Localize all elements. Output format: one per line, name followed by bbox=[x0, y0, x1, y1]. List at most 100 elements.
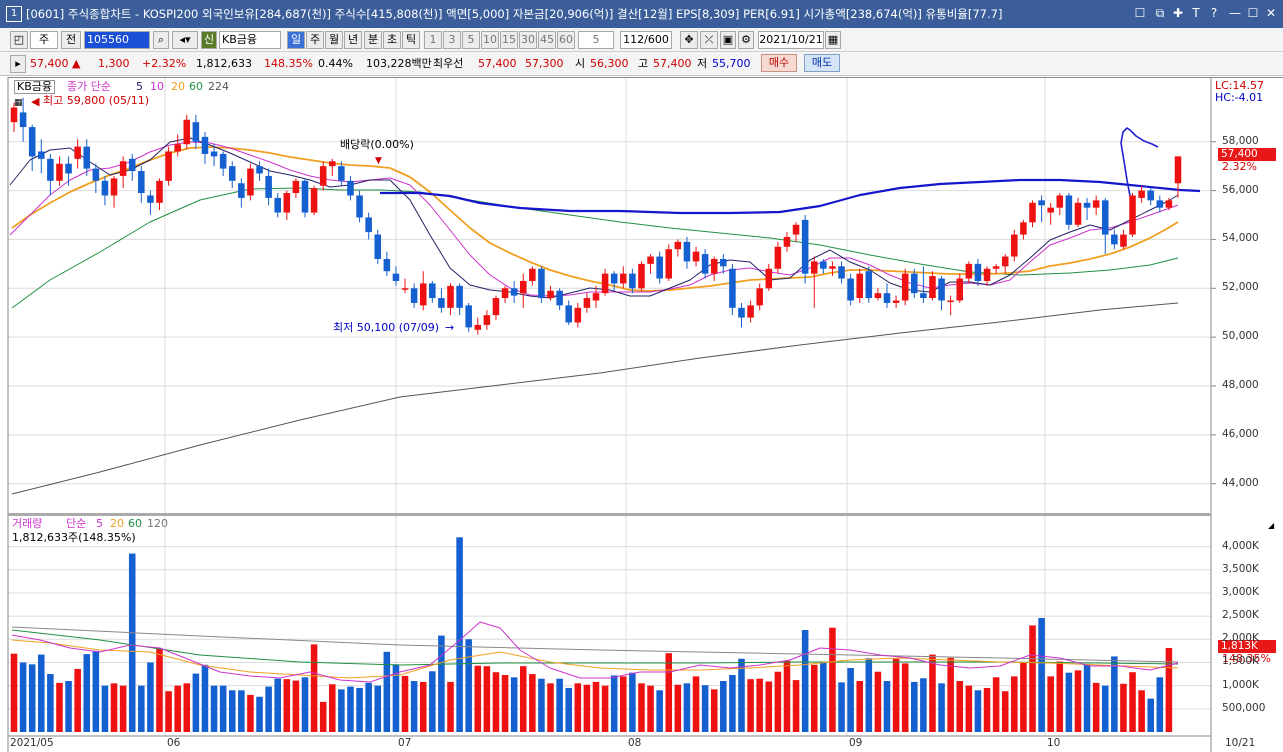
step-3[interactable]: 3 bbox=[443, 31, 461, 49]
candle-body bbox=[747, 305, 754, 318]
candle-body bbox=[538, 268, 545, 299]
step-5[interactable]: 5 bbox=[462, 31, 480, 49]
volume-bar bbox=[392, 664, 400, 732]
maximize-button[interactable]: ☐ bbox=[1247, 6, 1259, 20]
lc-label: LC:14.57 bbox=[1215, 79, 1265, 92]
speaker-icon[interactable]: ◂▾ bbox=[172, 31, 198, 49]
calendar-icon[interactable]: ▦ bbox=[825, 31, 841, 49]
candle-body bbox=[1129, 195, 1136, 235]
volume-bar bbox=[374, 685, 382, 732]
legend-ma60: 60 bbox=[189, 80, 203, 93]
help-icon[interactable]: ? bbox=[1210, 6, 1218, 20]
mahl-line bbox=[380, 178, 1201, 215]
vol-tag-pct: 148.35% bbox=[1222, 652, 1271, 665]
volume-bar bbox=[310, 644, 318, 732]
step-1[interactable]: 1 bbox=[424, 31, 442, 49]
candle-body bbox=[238, 183, 245, 198]
tab-minute[interactable]: 분 bbox=[364, 31, 382, 49]
candle-body bbox=[638, 263, 645, 289]
period-select[interactable]: 주 bbox=[30, 31, 58, 49]
volume-bar bbox=[1165, 647, 1173, 732]
volume-bar bbox=[110, 683, 118, 732]
price-tick-label: 52,000 bbox=[1222, 281, 1259, 294]
best-quote-label: 최우선 bbox=[433, 57, 464, 70]
vol-current: 1,812,633주(148.35%) bbox=[12, 531, 136, 544]
volume-bar bbox=[720, 681, 727, 732]
candle-body bbox=[820, 261, 827, 269]
tab-day[interactable]: 일 bbox=[287, 31, 305, 49]
step-60[interactable]: 60 bbox=[557, 31, 575, 49]
chart-canvas[interactable] bbox=[0, 77, 1283, 752]
font-icon[interactable]: T bbox=[1192, 6, 1200, 20]
tab-year[interactable]: 년 bbox=[344, 31, 362, 49]
prev-button[interactable]: 전 bbox=[61, 31, 81, 49]
candle-body bbox=[374, 234, 382, 259]
tab-month[interactable]: 월 bbox=[325, 31, 343, 49]
volume-bar bbox=[74, 668, 81, 732]
candle-body bbox=[756, 288, 763, 306]
volume-bar bbox=[83, 654, 91, 732]
price-tag-pct: 2.32% bbox=[1222, 160, 1257, 173]
candle-body bbox=[629, 273, 636, 289]
save-icon[interactable]: ▣ bbox=[720, 31, 736, 49]
pin-icon[interactable]: ✚ bbox=[1172, 6, 1184, 20]
candle-body bbox=[210, 151, 218, 157]
candle-body bbox=[101, 180, 109, 196]
tab-week[interactable]: 주 bbox=[306, 31, 324, 49]
candle-body bbox=[1001, 256, 1009, 267]
vol-tag: 1,813K bbox=[1218, 640, 1276, 653]
minimize-button[interactable]: — bbox=[1229, 6, 1241, 20]
count-input[interactable]: 112/600 bbox=[620, 31, 672, 49]
candle-body bbox=[1138, 190, 1145, 198]
candle-body bbox=[429, 283, 436, 299]
candle-body bbox=[965, 263, 973, 279]
volume-bar bbox=[610, 675, 618, 732]
step-10[interactable]: 10 bbox=[481, 31, 499, 49]
candle-body bbox=[1092, 200, 1100, 208]
screen-icon[interactable]: ☐ bbox=[1134, 6, 1146, 20]
volume-bar bbox=[483, 666, 491, 732]
vol-ma5-line bbox=[11, 621, 1179, 683]
tab-tick[interactable]: 틱 bbox=[402, 31, 420, 49]
indicator-icon[interactable]: ✥ bbox=[680, 31, 698, 49]
buy-button[interactable]: 매수 bbox=[761, 54, 797, 72]
volume-bar bbox=[929, 654, 936, 732]
step-45[interactable]: 45 bbox=[538, 31, 556, 49]
vol-pane-icon[interactable]: ◢ bbox=[1268, 521, 1275, 530]
candle-body bbox=[883, 293, 891, 303]
gear-icon[interactable]: ⚙ bbox=[738, 31, 754, 49]
price-tick-label: 48,000 bbox=[1222, 378, 1259, 391]
step-input[interactable]: 5 bbox=[578, 31, 614, 49]
candle-body bbox=[410, 288, 418, 303]
volume-bar bbox=[238, 690, 245, 732]
price-tick-label: 58,000 bbox=[1222, 134, 1259, 147]
candle-body bbox=[465, 305, 472, 328]
code-input[interactable]: 105560 bbox=[84, 31, 150, 49]
candle-body bbox=[856, 273, 863, 299]
volume-tick-label: 2,500K bbox=[1222, 609, 1259, 622]
search-icon[interactable]: ⌕ bbox=[153, 31, 169, 49]
close-button[interactable]: ✕ bbox=[1265, 6, 1277, 20]
volume-bar bbox=[156, 648, 163, 732]
candle-body bbox=[947, 300, 954, 302]
volume-bar bbox=[592, 681, 600, 732]
tab-second[interactable]: 초 bbox=[383, 31, 401, 49]
volume-bar bbox=[419, 681, 427, 732]
volume-bar bbox=[228, 690, 236, 732]
date-input[interactable]: 2021/10/21 bbox=[758, 31, 824, 49]
expand-icon[interactable]: ▸ bbox=[10, 55, 26, 73]
volume-bar bbox=[219, 685, 227, 732]
volume-bar bbox=[447, 681, 454, 732]
sell-button[interactable]: 매도 bbox=[804, 54, 840, 72]
restore-icon[interactable]: ⧉ bbox=[1155, 6, 1165, 20]
step-15[interactable]: 15 bbox=[500, 31, 518, 49]
volume-bar bbox=[556, 678, 563, 732]
candle-body bbox=[838, 266, 845, 279]
volume-tick-label: 3,500K bbox=[1222, 562, 1259, 575]
cross-icon[interactable]: ⤫ bbox=[700, 31, 718, 49]
step-30[interactable]: 30 bbox=[519, 31, 537, 49]
pane-divider[interactable] bbox=[8, 513, 1211, 516]
layout-icon[interactable]: ◰ bbox=[10, 31, 28, 49]
volume-bar bbox=[47, 674, 54, 732]
candle-body bbox=[319, 166, 327, 186]
